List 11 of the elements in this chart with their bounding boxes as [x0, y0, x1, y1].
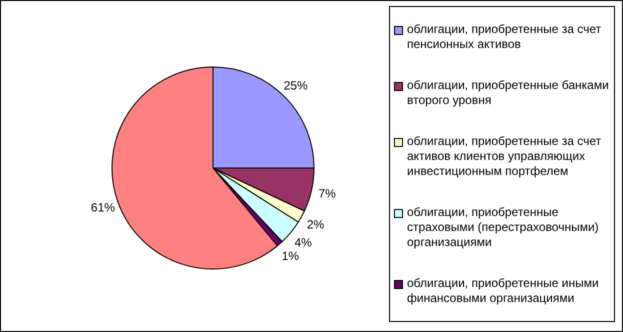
legend-label: облигации, приобретенные страховыми (перестраховочными) организациями	[407, 205, 600, 250]
data-label: 1%	[282, 248, 300, 263]
legend-label: облигации, приобретенные за счет активов клиентов управляющих инвестиционным портфелем	[407, 134, 602, 179]
data-label: 7%	[318, 186, 336, 201]
data-label: 61%	[90, 200, 116, 215]
data-label: 25%	[284, 78, 308, 92]
data-label: 2%	[306, 217, 325, 232]
legend-label: облигации, приобретенные банками второго уровня	[407, 78, 610, 108]
legend-label: облигации, приобретенные иными финансовыми организациями	[407, 276, 600, 306]
legend-label: облигации, приобретенные за счет пенсионных активов	[407, 22, 602, 52]
data-label: 4%	[294, 236, 312, 250]
